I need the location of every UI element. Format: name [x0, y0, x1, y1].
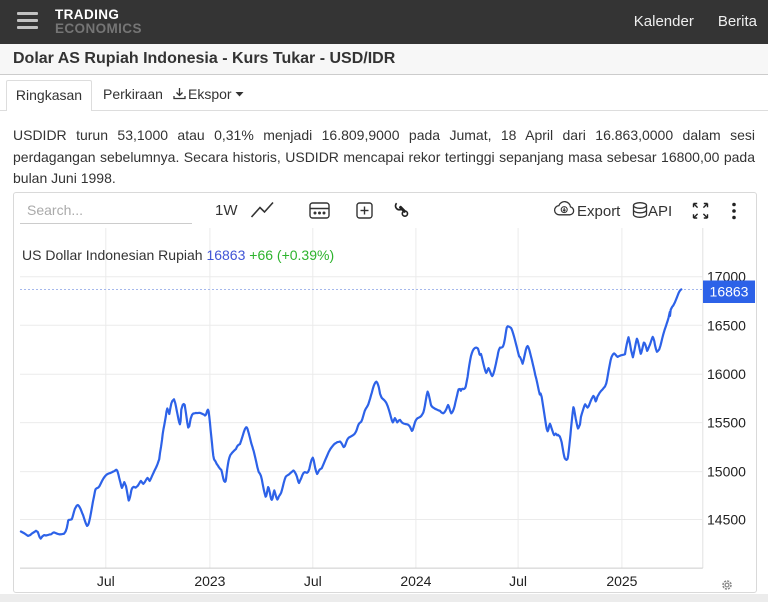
svg-text:Export: Export	[577, 203, 621, 220]
svg-text:15000: 15000	[707, 464, 746, 480]
svg-text:16863: 16863	[710, 284, 749, 300]
svg-text:Search...: Search...	[27, 202, 83, 218]
svg-text:Jul: Jul	[509, 573, 527, 589]
svg-text:1W: 1W	[215, 202, 238, 219]
svg-text:16500: 16500	[707, 317, 746, 333]
svg-text:2023: 2023	[194, 573, 225, 589]
svg-text:16000: 16000	[707, 366, 746, 382]
svg-text:15500: 15500	[707, 415, 746, 431]
svg-text:2024: 2024	[400, 573, 431, 589]
svg-text:14500: 14500	[707, 512, 746, 528]
svg-text:US Dollar Indonesian Rupiah 16: US Dollar Indonesian Rupiah 16863 +66 (+…	[22, 247, 334, 263]
svg-text:Jul: Jul	[97, 573, 115, 589]
svg-text:2025: 2025	[606, 573, 637, 589]
svg-text:API: API	[648, 203, 672, 220]
svg-text:Jul: Jul	[304, 573, 322, 589]
